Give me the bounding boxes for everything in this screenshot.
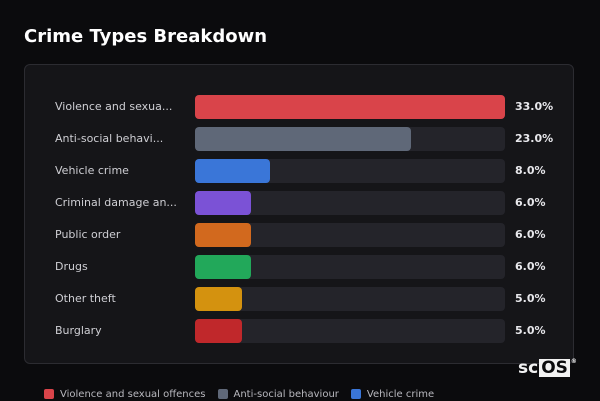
legend-label: Violence and sexual offences xyxy=(60,388,206,400)
bar-track xyxy=(195,223,505,247)
bar-row: Public order 6.0% xyxy=(25,223,573,247)
bar-row: Anti-social behavi... 23.0% xyxy=(25,127,573,151)
category-label: Criminal damage an... xyxy=(55,196,177,209)
category-label: Anti-social behavi... xyxy=(55,132,164,145)
bar-track xyxy=(195,95,505,119)
bar-row: Other theft 5.0% xyxy=(25,287,573,311)
category-label: Drugs xyxy=(55,260,88,273)
value-label: 8.0% xyxy=(515,164,546,177)
bar xyxy=(195,159,271,183)
bar-row: Criminal damage an... 6.0% xyxy=(25,191,573,215)
category-label: Other theft xyxy=(55,292,116,305)
bar-track xyxy=(195,127,505,151)
bar xyxy=(195,287,242,311)
category-label: Violence and sexua... xyxy=(55,100,173,113)
bar xyxy=(195,127,412,151)
bar-track xyxy=(195,191,505,215)
legend-item: Violence and sexual offences xyxy=(44,389,206,400)
bar xyxy=(195,255,252,279)
value-label: 33.0% xyxy=(515,100,554,113)
legend-swatch xyxy=(217,389,228,399)
scos-logo: sc OS ® xyxy=(518,358,577,378)
bar xyxy=(195,95,505,119)
bar xyxy=(195,319,242,343)
legend-label: Vehicle crime xyxy=(366,388,435,400)
legend-item: Vehicle crime xyxy=(350,388,435,400)
bar-track xyxy=(195,159,505,183)
bar xyxy=(195,223,252,247)
bar-track xyxy=(195,319,505,343)
value-label: 6.0% xyxy=(515,228,546,241)
bar-track xyxy=(195,287,505,311)
logo-os-text: OS xyxy=(539,358,570,378)
bar-row: Drugs 6.0% xyxy=(25,255,573,279)
bar-track xyxy=(195,255,505,279)
bar-row: Violence and sexua... 33.0% xyxy=(25,95,573,119)
chart-title: Crime Types Breakdown xyxy=(24,26,268,47)
legend-swatch xyxy=(44,389,54,399)
legend-swatch xyxy=(350,389,361,399)
category-label: Burglary xyxy=(55,324,102,337)
logo-sc-text: sc xyxy=(518,358,539,378)
value-label: 5.0% xyxy=(515,292,546,305)
value-label: 23.0% xyxy=(515,132,554,145)
legend-item: Anti-social behaviour xyxy=(217,388,339,400)
bar-row: Vehicle crime 8.0% xyxy=(25,159,573,183)
bar-row: Burglary 5.0% xyxy=(25,319,573,343)
value-label: 6.0% xyxy=(515,196,546,209)
chart-card: Violence and sexua... 33.0% Anti-social be… xyxy=(24,64,574,364)
value-label: 5.0% xyxy=(515,324,546,337)
legend-label: Anti-social behaviour xyxy=(233,388,339,400)
chart-legend: Violence and sexual offences Anti-social … xyxy=(44,387,446,401)
logo-registered-mark: ® xyxy=(570,358,577,365)
category-label: Vehicle crime xyxy=(55,164,129,177)
category-label: Public order xyxy=(55,228,121,241)
bar xyxy=(195,191,252,215)
value-label: 6.0% xyxy=(515,260,546,273)
